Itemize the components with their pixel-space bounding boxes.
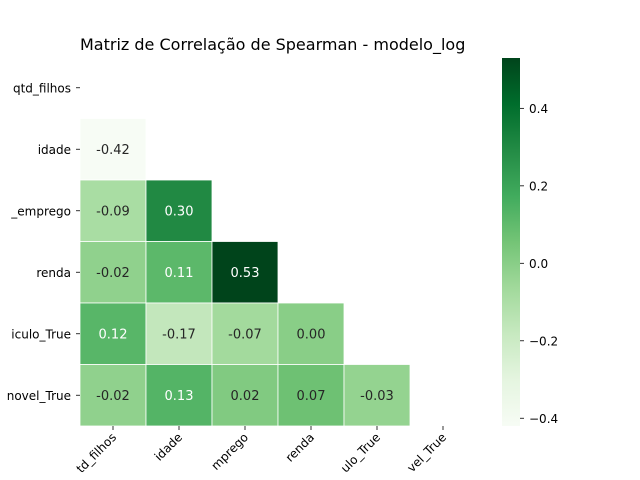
colorbar-tick-label: 0.4 bbox=[529, 102, 548, 116]
cell-value-label: 0.53 bbox=[231, 266, 260, 281]
heatmap-cell bbox=[79, 241, 147, 304]
cell-value-label: 0.07 bbox=[297, 389, 326, 404]
x-tick-label: vel_True bbox=[404, 430, 449, 475]
heatmap-cell bbox=[277, 364, 345, 427]
cell-value-label: -0.02 bbox=[96, 266, 130, 281]
y-tick-label: _emprego bbox=[10, 204, 71, 218]
colorbar-tick-label: 0.0 bbox=[529, 257, 548, 271]
heatmap-cell bbox=[211, 241, 279, 304]
heatmap-cell bbox=[145, 241, 213, 304]
cell-value-label: -0.07 bbox=[228, 327, 262, 342]
y-tick-label: novel_True bbox=[7, 389, 71, 403]
heatmap-cell bbox=[277, 302, 345, 365]
colorbar-tick-label: 0.2 bbox=[529, 179, 548, 193]
y-tick-label: renda bbox=[36, 266, 71, 280]
heatmap-cell bbox=[145, 179, 213, 242]
colorbar-gradient bbox=[502, 58, 520, 426]
x-tick-label: idade bbox=[152, 430, 185, 463]
heatmap-cell bbox=[145, 364, 213, 427]
heatmap-cell bbox=[145, 302, 213, 365]
colorbar-tick-label: −0.2 bbox=[529, 334, 558, 348]
colorbar-tick-label: −0.4 bbox=[529, 412, 558, 426]
y-tick-label: iculo_True bbox=[11, 327, 71, 341]
heatmap-cell bbox=[211, 364, 279, 427]
x-tick-label: td_filhos bbox=[74, 430, 120, 476]
cell-value-label: 0.11 bbox=[165, 266, 194, 281]
cell-value-label: -0.09 bbox=[96, 204, 130, 219]
cell-value-label: 0.13 bbox=[165, 389, 194, 404]
cell-value-label: 0.02 bbox=[231, 389, 260, 404]
cell-value-label: 0.00 bbox=[297, 327, 326, 342]
cell-value-label: -0.02 bbox=[96, 389, 130, 404]
heatmap-cell bbox=[343, 364, 411, 427]
cell-value-label: 0.30 bbox=[165, 204, 194, 219]
cell-value-label: -0.42 bbox=[96, 143, 130, 158]
y-tick-label: qtd_filhos bbox=[13, 81, 71, 95]
colorbar: 0.4 0.2 0.0 −0.2 −0.4 bbox=[502, 58, 558, 426]
x-tick-label: renda bbox=[283, 430, 317, 464]
y-tick-label: idade bbox=[38, 143, 71, 157]
cell-value-label: -0.03 bbox=[360, 389, 394, 404]
heatmap-cell bbox=[79, 179, 147, 242]
cell-value-label: -0.17 bbox=[162, 327, 196, 342]
x-tick-label: mprego bbox=[208, 430, 251, 473]
x-tick-label: ulo_True bbox=[338, 430, 383, 475]
heatmap-cell bbox=[79, 118, 147, 181]
x-axis-ticks: td_filhos idade mprego renda ulo_True vel_Tru… bbox=[74, 426, 449, 476]
heatmap-cells: -0.42 -0.09 0.30 -0.02 0.11 0.53 0.12 -0.17 -0.0… bbox=[79, 118, 411, 427]
cell-value-label: 0.12 bbox=[99, 327, 128, 342]
chart-title: Matriz de Correlação de Spearman - model… bbox=[80, 35, 465, 55]
